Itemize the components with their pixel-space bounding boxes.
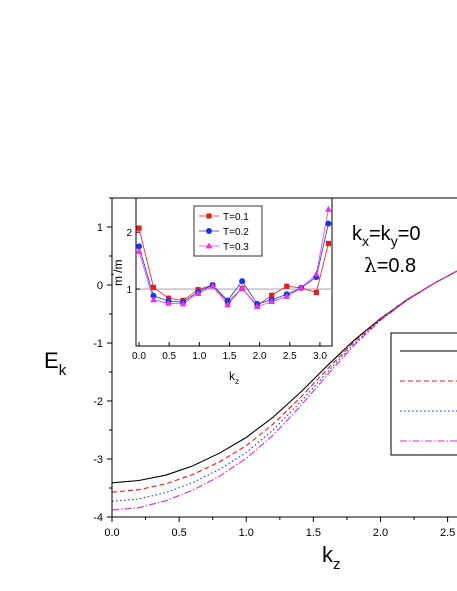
main-y-tick-label: -2 bbox=[93, 396, 103, 408]
inset-legend-marker bbox=[206, 213, 212, 219]
main-x-label: kz bbox=[322, 542, 341, 573]
inset-x-ticks: 0.0 0.5 1.0 1.5 2.0 2.5 3.0 bbox=[132, 342, 327, 362]
inset-data-point-2 bbox=[136, 243, 143, 250]
main-y-tick-label: -3 bbox=[93, 454, 103, 466]
inset-data-point-1 bbox=[136, 225, 142, 231]
inset-data-point-1 bbox=[150, 284, 157, 290]
main-x-ticks: 0.0 0.5 1.0 1.5 2.0 2.5 bbox=[104, 517, 455, 539]
annotation-kx-ky: kx=ky=0 bbox=[352, 223, 421, 249]
inset-data-point-3 bbox=[194, 290, 202, 297]
main-y-ticks: -4 -3 -2 -1 0 1 bbox=[93, 197, 112, 524]
inset-data-point-3 bbox=[253, 303, 261, 310]
inset-x-tick-label: 2.0 bbox=[253, 351, 267, 362]
main-x-tick-label: 1.0 bbox=[239, 527, 254, 539]
inset-data-point-1 bbox=[269, 292, 275, 298]
inset-data-point-3 bbox=[135, 247, 143, 254]
main-series-line-2 bbox=[111, 270, 457, 493]
inset-data-point-3 bbox=[209, 282, 216, 289]
inset-data-point-3 bbox=[179, 300, 187, 307]
inset-data-point-3 bbox=[165, 299, 172, 306]
inset-y-label: m*/m bbox=[110, 260, 125, 286]
inset-data-point-3 bbox=[312, 270, 320, 277]
inset-data-point-3 bbox=[224, 301, 232, 308]
main-series-line-4 bbox=[111, 270, 457, 511]
inset-data-point-3 bbox=[238, 284, 246, 291]
inset-data-point-2 bbox=[325, 220, 332, 227]
inset-data-point-2 bbox=[239, 278, 246, 285]
inset-legend: T=0.1 T=0.2 T=0.3 bbox=[193, 205, 263, 257]
annotation-lambda: λ=0.8 bbox=[364, 253, 416, 277]
inset-data-point-2 bbox=[150, 292, 157, 299]
inset-legend-label: T=0.3 bbox=[223, 242, 249, 253]
main-legend bbox=[390, 332, 457, 456]
inset-y-tick-label: 1 bbox=[126, 285, 132, 296]
main-y-label: Ek bbox=[44, 348, 67, 379]
main-x-tick-label: 0.0 bbox=[104, 527, 119, 539]
inset-data-point-1 bbox=[284, 283, 290, 289]
lambda-symbol: λ bbox=[364, 253, 377, 277]
inset-data-point-2 bbox=[224, 297, 231, 304]
inset-x-tick-label: 0.5 bbox=[162, 351, 176, 362]
main-x-tick-label: 2.0 bbox=[373, 527, 388, 539]
inset-legend-label: T=0.1 bbox=[223, 212, 249, 223]
main-y-tick-label: 0 bbox=[97, 280, 103, 292]
main-y-tick-label: 1 bbox=[97, 222, 103, 234]
inset-x-tick-label: 3.0 bbox=[313, 351, 327, 362]
inset-x-tick-label: 1.5 bbox=[223, 351, 237, 362]
main-series-group bbox=[111, 270, 457, 511]
main-y-tick-label: -4 bbox=[93, 512, 103, 524]
main-x-tick-label: 1.5 bbox=[306, 527, 321, 539]
inset-data-point-3 bbox=[297, 284, 305, 291]
inset-data-point-3 bbox=[283, 292, 291, 299]
inset-x-tick-label: 0.0 bbox=[132, 351, 146, 362]
inset-data-point-1 bbox=[325, 240, 331, 247]
main-y-tick-label: -1 bbox=[93, 338, 103, 350]
inset-x-label: kz bbox=[229, 369, 239, 386]
inset-data-point-3 bbox=[150, 296, 157, 303]
inset-series-group bbox=[135, 205, 332, 310]
inset-plot: 0.0 0.5 1.0 1.5 2.0 2.5 3.0 12 kz m*/m T=0.1T=… bbox=[110, 197, 333, 386]
inset-x-tick-label: 2.5 bbox=[283, 351, 297, 362]
inset-data-point-1 bbox=[313, 289, 319, 296]
inset-y-ticks: 12 bbox=[126, 228, 140, 296]
inset-legend-marker bbox=[206, 228, 212, 234]
main-x-tick-label: 2.5 bbox=[440, 527, 455, 539]
inset-legend-marker bbox=[205, 242, 213, 249]
inset-data-point-3 bbox=[324, 205, 332, 212]
inset-data-point-3 bbox=[268, 298, 276, 304]
main-x-tick-label: 0.5 bbox=[171, 527, 186, 539]
inset-legend-label: T=0.2 bbox=[223, 227, 249, 238]
inset-x-tick-label: 1.0 bbox=[192, 351, 206, 362]
inset-y-tick-label: 2 bbox=[126, 228, 132, 239]
main-legend-box bbox=[390, 332, 457, 456]
